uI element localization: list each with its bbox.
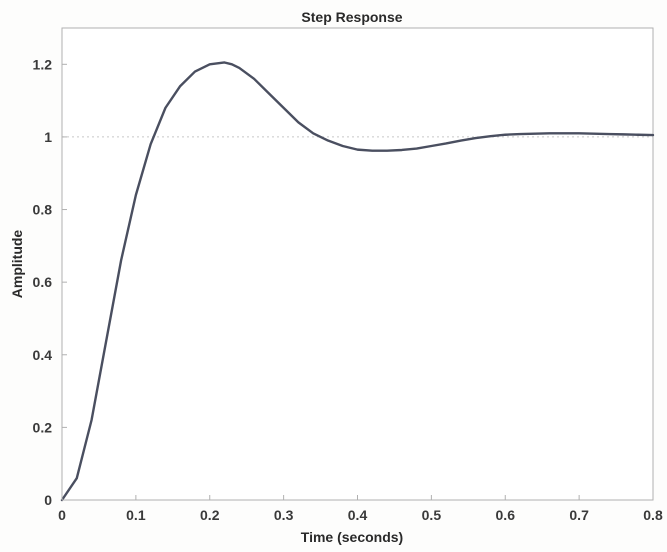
x-tick-label: 0.4 bbox=[348, 507, 368, 523]
y-tick-label: 0 bbox=[44, 492, 52, 508]
y-tick-label: 0.2 bbox=[33, 419, 53, 435]
x-tick-label: 0.2 bbox=[200, 507, 220, 523]
chart-title: Step Response bbox=[301, 9, 402, 25]
y-axis-title: Amplitude bbox=[9, 230, 25, 299]
x-axis-ticks: 0 0.1 0.2 0.3 0.4 0.5 0.6 0.7 0.8 bbox=[58, 495, 663, 523]
x-tick-label: 0.8 bbox=[643, 507, 663, 523]
x-tick-label: 0.6 bbox=[496, 507, 516, 523]
axes-box bbox=[61, 27, 654, 501]
y-tick-label: 1 bbox=[44, 129, 52, 145]
y-tick-label: 0.6 bbox=[33, 274, 53, 290]
x-tick-label: 0.7 bbox=[569, 507, 589, 523]
y-axis-ticks: 0 0.2 0.4 0.6 0.8 1 1.2 bbox=[33, 56, 67, 508]
series-line-step-response bbox=[60, 61, 655, 502]
x-axis-title: Time (seconds) bbox=[301, 529, 403, 545]
y-tick-label: 0.4 bbox=[33, 347, 53, 363]
x-tick-label: 0.1 bbox=[126, 507, 146, 523]
y-tick-label: 0.8 bbox=[33, 202, 53, 218]
plot-area bbox=[60, 27, 655, 502]
x-tick-label: 0.5 bbox=[422, 507, 442, 523]
x-tick-label: 0.3 bbox=[274, 507, 294, 523]
y-tick-label: 1.2 bbox=[33, 56, 53, 72]
x-tick-label: 0 bbox=[58, 507, 66, 523]
